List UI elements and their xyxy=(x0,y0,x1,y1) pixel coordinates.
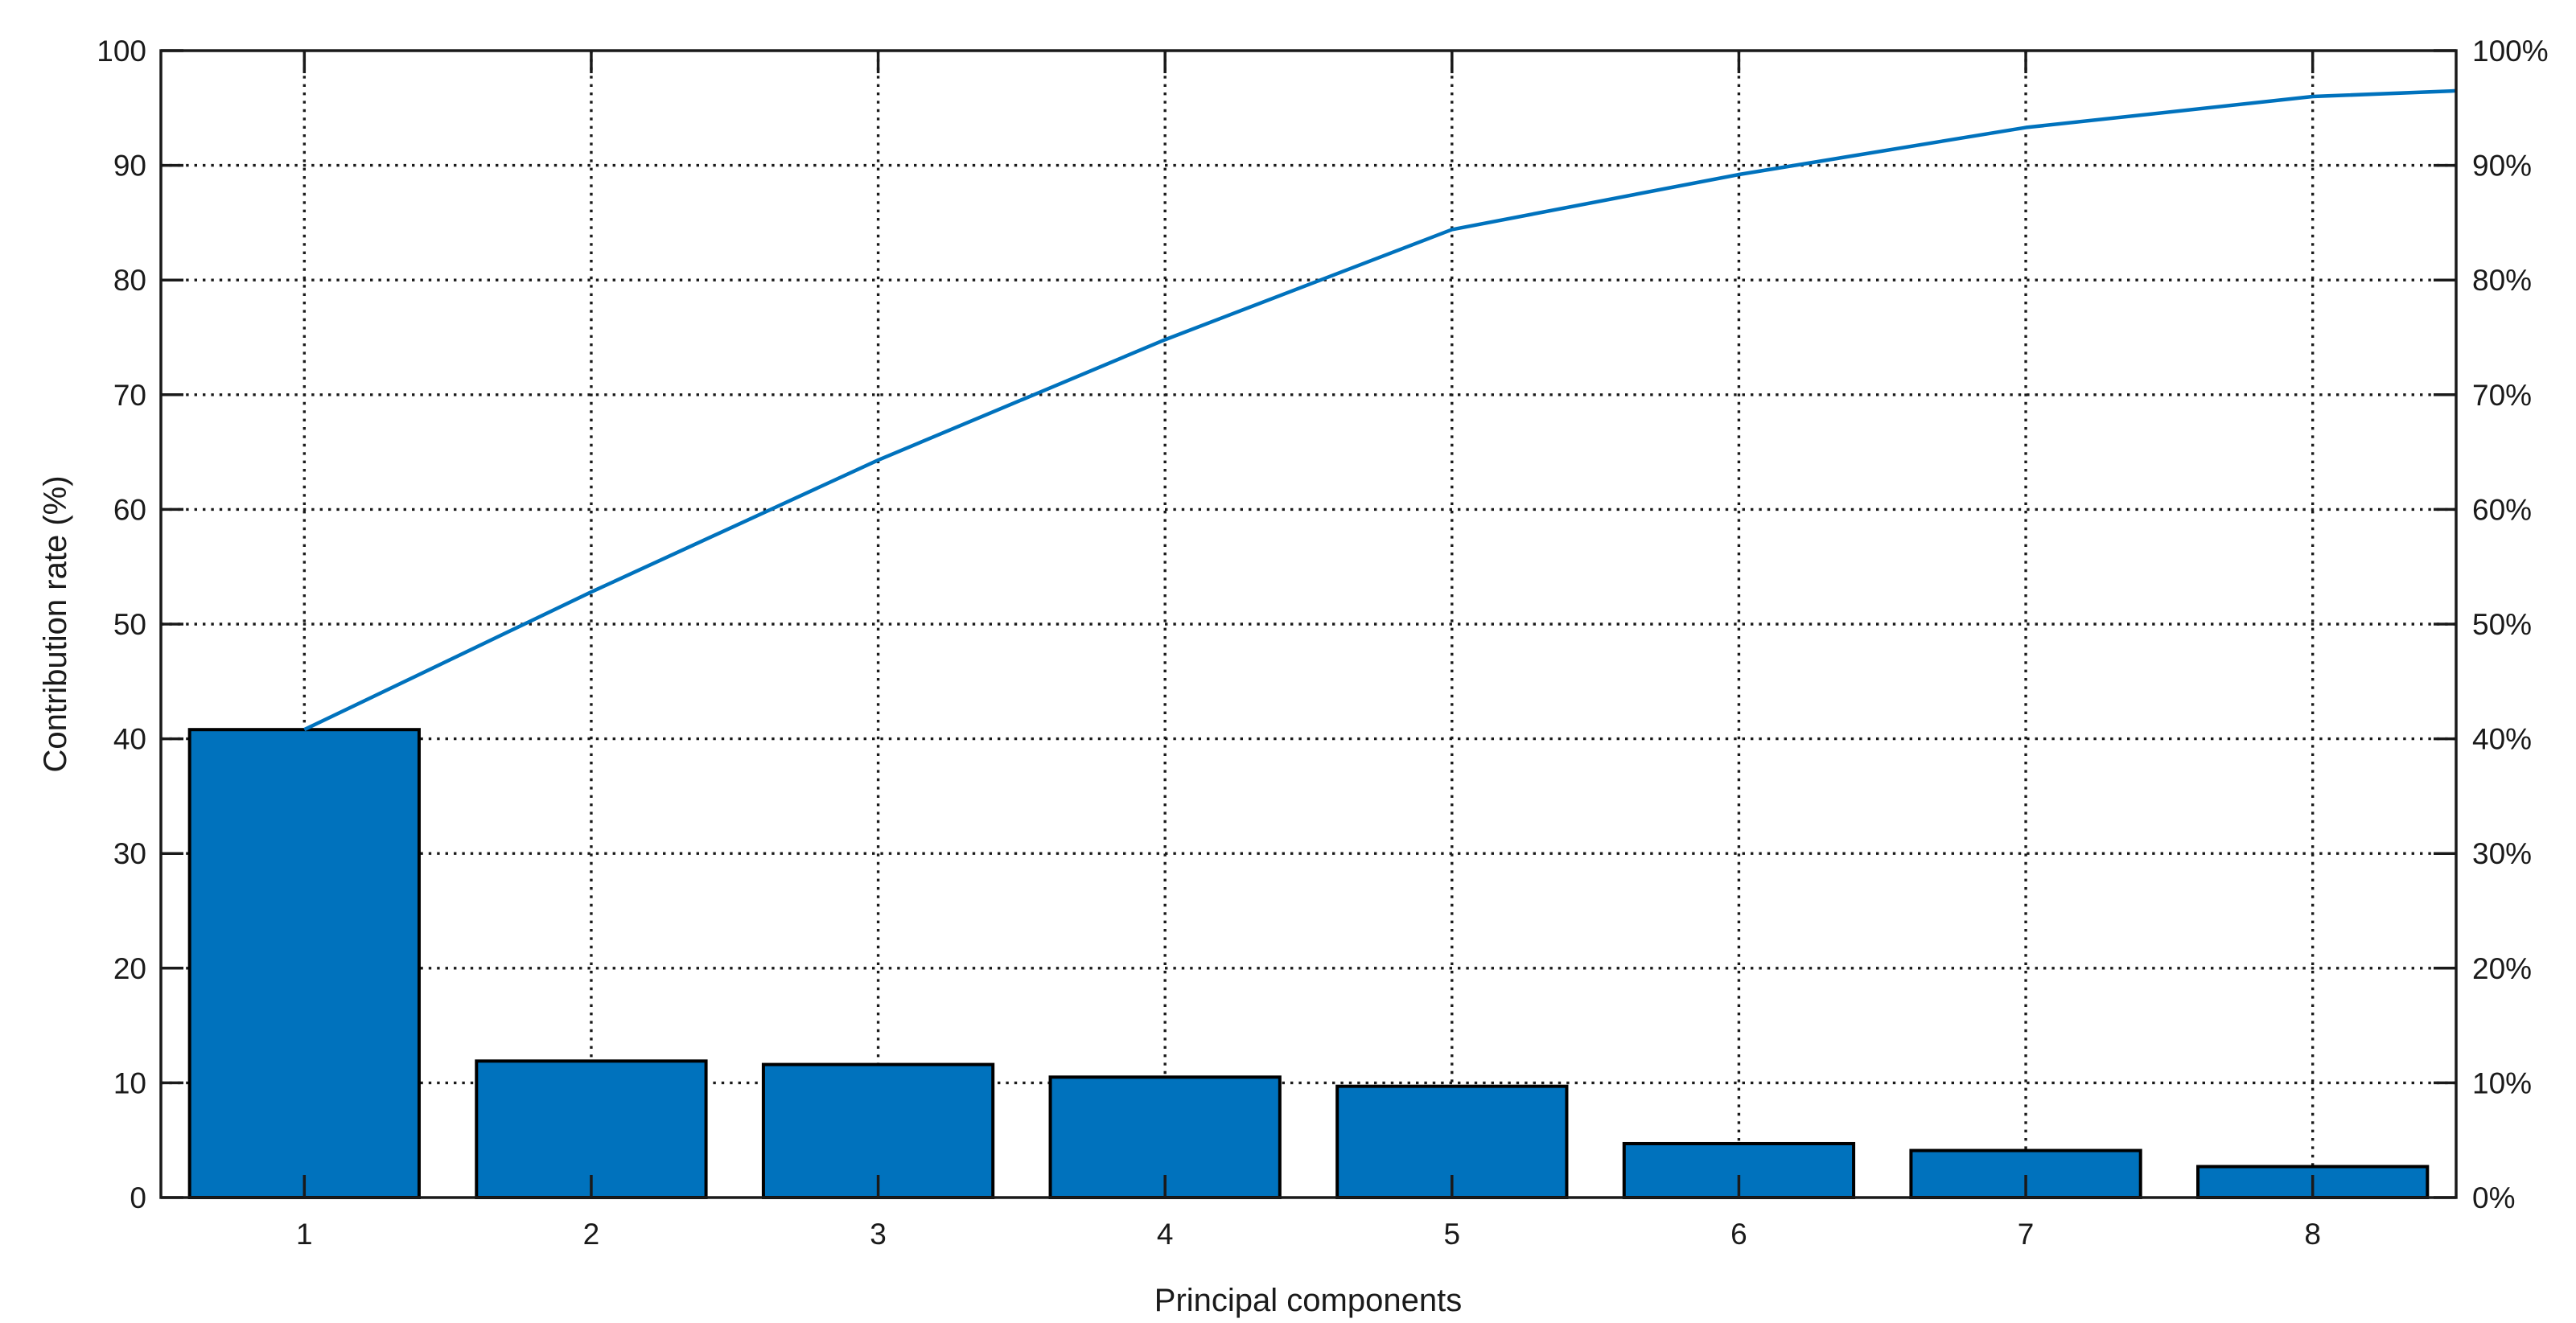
axes-layer xyxy=(159,49,2458,1199)
y-left-tick-label: 100 xyxy=(97,35,146,68)
y-left-tick-label: 50 xyxy=(113,608,146,641)
y-right-tick-label: 50% xyxy=(2472,608,2532,641)
y-right-tick-label: 0% xyxy=(2472,1181,2515,1214)
x-tick-label: 7 xyxy=(2018,1218,2035,1251)
bar-principal-component-1 xyxy=(187,728,421,1199)
x-tick-label: 6 xyxy=(1730,1218,1747,1251)
y-left-tick-label: 90 xyxy=(113,150,146,183)
y-right-tick-label: 80% xyxy=(2472,264,2532,297)
tick-label-layer: 0 10 20 30 40 50 60 70 80 90 100 0% 10% 20% 30% 40% 50% 6… xyxy=(97,35,2548,1251)
y-left-tick-label: 60 xyxy=(113,493,146,526)
y-right-tick-label: 60% xyxy=(2472,493,2532,526)
y-right-tick-label: 30% xyxy=(2472,837,2532,870)
x-tick-label: 8 xyxy=(2304,1218,2321,1251)
y-right-tick-label: 40% xyxy=(2472,723,2532,756)
y-left-tick-label: 30 xyxy=(113,837,146,870)
y-right-tick-label: 10% xyxy=(2472,1066,2532,1099)
x-tick-label: 5 xyxy=(1444,1218,1461,1251)
x-tick-label: 4 xyxy=(1157,1218,1174,1251)
y-right-tick-label: 100% xyxy=(2472,35,2549,68)
cumulative-line-layer xyxy=(303,88,2457,732)
y-left-tick-label: 80 xyxy=(113,264,146,297)
x-axis-label: Principal components xyxy=(1154,1283,1462,1318)
x-tick-label: 3 xyxy=(870,1218,887,1251)
bars-layer xyxy=(187,728,2430,1200)
y-left-tick-label: 20 xyxy=(113,952,146,985)
cumulative-contribution-line xyxy=(303,88,2457,732)
bar-principal-component-2 xyxy=(475,1059,708,1200)
y-right-tick-label: 20% xyxy=(2472,952,2532,985)
y-left-tick-label: 70 xyxy=(113,379,146,412)
y-left-tick-label: 40 xyxy=(113,723,146,756)
y-right-tick-label: 70% xyxy=(2472,379,2532,412)
x-tick-label: 1 xyxy=(296,1218,313,1251)
y-left-tick-label: 0 xyxy=(130,1181,146,1214)
x-tick-label: 2 xyxy=(583,1218,600,1251)
y-left-tick-label: 10 xyxy=(113,1066,146,1099)
y-axis-label-left: Contribution rate (%) xyxy=(38,475,73,772)
grid-layer xyxy=(161,51,2456,1198)
y-right-tick-label: 90% xyxy=(2472,150,2532,183)
